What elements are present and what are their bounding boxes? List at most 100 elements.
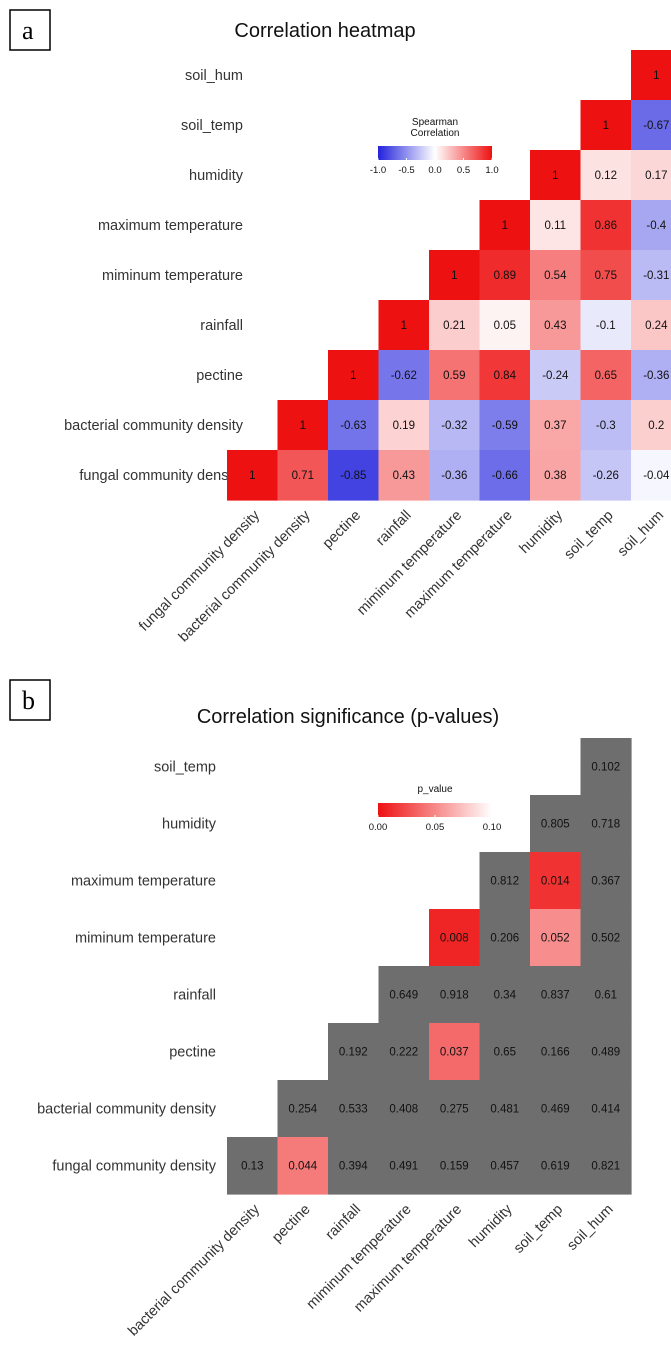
cell-value-label: 0.61	[595, 990, 617, 1002]
cell-value-label: -0.3	[596, 420, 616, 432]
heatmap-cell	[429, 300, 481, 351]
heatmap-cell	[378, 400, 430, 451]
heatmap-cell	[479, 1023, 531, 1081]
heatmap-cell	[580, 150, 632, 201]
cell-value-label: 0.166	[541, 1047, 570, 1059]
cell-value-label: 0.159	[440, 1161, 469, 1173]
cell-value-label: -0.26	[593, 470, 619, 482]
panel-a-legend: Spearman Correlation -1.0 -0.5 0.0 0.5 1.0	[370, 117, 499, 176]
heatmap-cell	[479, 1080, 531, 1138]
row-label: humidity	[162, 817, 217, 833]
cell-value-label: 0.43	[393, 470, 415, 482]
heatmap-cell	[580, 100, 632, 151]
heatmap-cell	[429, 966, 481, 1024]
heatmap-cell	[580, 966, 632, 1024]
heatmap-cell	[479, 350, 531, 401]
heatmap-cell	[378, 300, 430, 351]
panel-b-row-labels: soil_temp humidity maximum temperature mimi…	[37, 760, 217, 1175]
cell-value-label: -0.32	[441, 420, 467, 432]
heatmap-cell	[631, 350, 671, 401]
cell-value-label: 0.805	[541, 819, 570, 831]
heatmap-cell	[479, 966, 531, 1024]
cell-value-label: 0.254	[288, 1104, 317, 1116]
cell-value-label: 1	[300, 420, 306, 432]
cell-value-label: -0.36	[441, 470, 467, 482]
legend-tick-label: 0.5	[457, 165, 470, 176]
cell-value-label: 0.38	[544, 470, 566, 482]
heatmap-cell	[479, 300, 531, 351]
cell-value-label: 1	[401, 320, 407, 332]
heatmap-cell	[580, 350, 632, 401]
heatmap-cell	[429, 400, 481, 451]
cell-value-label: 1	[502, 220, 508, 232]
column-label: pectine	[320, 508, 364, 552]
legend-tick-label: 0.05	[426, 822, 445, 833]
cell-value-label: -0.66	[492, 470, 518, 482]
cell-value-label: 0.052	[541, 933, 570, 945]
cell-value-label: 0.43	[544, 320, 566, 332]
heatmap-cell	[429, 909, 481, 967]
heatmap-cell	[530, 1137, 582, 1195]
heatmap-cell	[580, 795, 632, 853]
heatmap-cell	[479, 909, 531, 967]
row-label: soil_hum	[185, 68, 243, 84]
heatmap-cell	[580, 909, 632, 967]
heatmap-cell	[277, 1137, 329, 1195]
cell-value-label: 0.408	[389, 1104, 418, 1116]
heatmap-cell	[429, 350, 481, 401]
cell-value-label: 0.11	[545, 220, 567, 232]
cell-value-label: 0.469	[541, 1104, 570, 1116]
cell-value-label: 0.014	[541, 876, 570, 888]
heatmap-cell	[530, 966, 582, 1024]
row-label: bacterial community density	[37, 1102, 217, 1118]
cell-value-label: 0.918	[440, 990, 469, 1002]
cell-value-label: 0.481	[490, 1104, 519, 1116]
cell-value-label: 0.489	[591, 1047, 620, 1059]
heatmap-cell	[530, 150, 582, 201]
heatmap-cell	[479, 450, 531, 501]
column-label: soil_temp	[511, 1202, 566, 1257]
cell-value-label: 1	[552, 170, 558, 182]
cell-value-label: -0.36	[643, 370, 669, 382]
row-label: pectine	[169, 1045, 216, 1061]
heatmap-cell	[429, 250, 481, 301]
panel-a-cells: 1 1 -0.67 1 0.12 0.17 1 0.11 0.86 -0.4 1 0.89 0.54 0.…	[227, 50, 671, 501]
panel-a: a Correlation heatmap soil_humsoil_temph…	[9, 9, 671, 645]
heatmap-cell	[631, 100, 671, 151]
cell-value-label: -0.63	[340, 420, 366, 432]
cell-value-label: -0.62	[391, 370, 417, 382]
heatmap-cell	[530, 400, 582, 451]
legend-tick-label: 1.0	[485, 165, 498, 176]
heatmap-cell	[328, 450, 380, 501]
heatmap-cell	[277, 400, 329, 451]
cell-value-label: 0.34	[494, 990, 517, 1002]
cell-value-label: 0.71	[292, 470, 314, 482]
panel-b-cells: 0.102 0.805 0.718 0.812 0.014 0.367 0.008 0.206…	[227, 738, 632, 1195]
panel-a-label-box	[9, 9, 51, 51]
column-label: humidity	[466, 1201, 516, 1251]
cell-value-label: 1	[653, 70, 659, 82]
heatmap-cell	[631, 450, 671, 501]
column-label: soil_hum	[564, 1202, 616, 1254]
legend-tick-label: -1.0	[370, 165, 386, 176]
cell-value-label: 0.13	[241, 1161, 263, 1173]
heatmap-cell	[530, 1023, 582, 1081]
cell-value-label: 0.86	[595, 220, 617, 232]
legend-colorbar	[378, 803, 492, 817]
cell-value-label: 0.21	[443, 320, 465, 332]
cell-value-label: -0.67	[643, 120, 669, 132]
cell-value-label: 1	[350, 370, 356, 382]
cell-value-label: 0.84	[494, 370, 517, 382]
row-label: soil_temp	[181, 118, 243, 134]
row-label: pectine	[196, 368, 243, 384]
heatmap-cell	[580, 1137, 632, 1195]
legend-tick-label: -0.5	[398, 165, 414, 176]
heatmap-cell	[580, 250, 632, 301]
heatmap-cell	[378, 1023, 430, 1081]
panel-b-label-box	[9, 679, 51, 721]
heatmap-cell	[328, 1137, 380, 1195]
cell-value-label: -0.1	[596, 320, 616, 332]
cell-value-label: 0.54	[544, 270, 567, 282]
legend-ticks: -1.0 -0.5 0.0 0.5 1.0	[370, 158, 499, 176]
cell-value-label: 0.59	[443, 370, 465, 382]
